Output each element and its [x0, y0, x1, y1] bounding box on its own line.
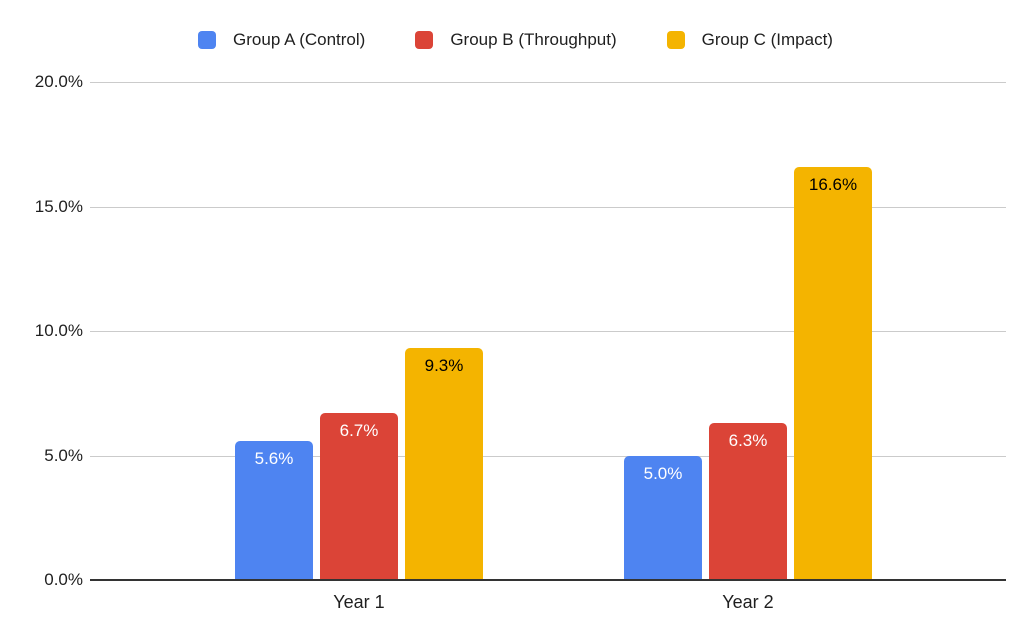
- gridline-5-0: [90, 455, 1006, 457]
- y-axis-label: 20.0%: [34, 72, 83, 91]
- y-axis-label: 5.0%: [44, 445, 83, 465]
- gridline-20-0: [90, 82, 1006, 83]
- x-axis-label-year-2: Year 2: [722, 592, 774, 612]
- y-axis-label: 10.0%: [34, 321, 83, 340]
- bar-group-c-impact-year-1: 9.3%: [405, 348, 483, 580]
- legend-item-group-a-control: Group A (Control): [198, 30, 365, 50]
- legend-item-group-b-throughput: Group B (Throughput): [415, 30, 617, 50]
- bar-group-b-throughput-year-2: 6.3%: [709, 423, 787, 580]
- legend-label: Group B (Throughput): [450, 30, 617, 49]
- bar-group-a-control-year-2: 5.0%: [624, 455, 702, 580]
- gridline-10-0: [90, 331, 1006, 332]
- legend-label: Group C (Impact): [701, 30, 833, 49]
- gridline-15-0: [90, 206, 1006, 208]
- bar-value-label: 9.3%: [424, 356, 464, 376]
- bar-value-label: 6.3%: [728, 431, 768, 451]
- y-axis-label: 15.0%: [34, 196, 83, 216]
- x-axis-baseline: [90, 579, 1006, 581]
- y-axis-label: 0.0%: [44, 570, 83, 589]
- bar-value-label: 6.7%: [339, 421, 379, 441]
- bar-value-label: 5.0%: [643, 463, 683, 483]
- legend-swatch-icon: [198, 31, 217, 49]
- bar-value-label: 16.6%: [808, 174, 858, 194]
- bar-group-c-impact-year-2: 16.6%: [794, 166, 872, 580]
- legend-swatch-icon: [666, 31, 685, 49]
- bar-group-a-control-year-1: 5.6%: [235, 440, 313, 580]
- legend-label: Group A (Control): [233, 30, 366, 49]
- chart-legend: Group A (Control) Group B (Throughput) Gro…: [0, 30, 1031, 50]
- bar-group-b-throughput-year-1: 6.7%: [320, 413, 398, 580]
- x-axis-label-year-1: Year 1: [333, 592, 385, 612]
- bar-value-label: 5.6%: [254, 448, 294, 468]
- legend-item-group-c-impact: Group C (Impact): [666, 30, 833, 50]
- legend-swatch-icon: [415, 31, 434, 49]
